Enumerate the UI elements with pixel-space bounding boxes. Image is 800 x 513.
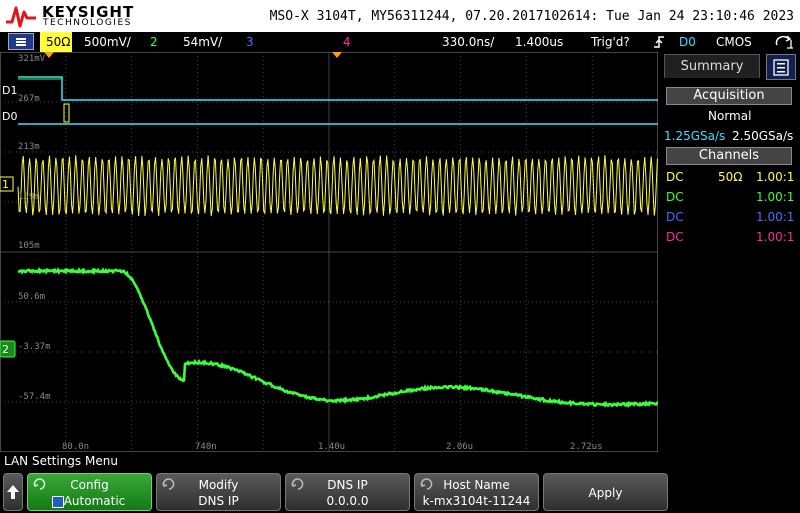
softkey-dns-ip[interactable]: DNS IP 0.0.0.0	[285, 473, 410, 511]
summary-panel: Summary Acquisition Normal 1.25GSa/s 2.5…	[660, 52, 800, 452]
brand-subtitle: TECHNOLOGIES	[43, 18, 132, 28]
ch3-number[interactable]: 3	[246, 35, 254, 49]
ch4-probe: 1.00:1	[756, 230, 794, 244]
y-axis-label: 267m	[18, 94, 40, 104]
acquisition-mode: Normal	[708, 109, 751, 123]
checkbox-icon	[52, 496, 64, 508]
ch1-coupling: DC	[666, 170, 684, 184]
channels-header: Channels	[666, 147, 792, 165]
rotate-display-icon[interactable]	[774, 34, 794, 50]
menu-button[interactable]	[8, 33, 34, 50]
panel-menu-button[interactable]	[766, 54, 796, 80]
softkey-apply-label: Apply	[544, 486, 667, 500]
instrument-info: MSO-X 3104T, MY56311244, 07.20.201710261…	[270, 9, 794, 24]
trigger-source[interactable]: D0	[679, 35, 696, 49]
acquisition-header: Acquisition	[666, 87, 792, 105]
softkey-dns-ip-value: 0.0.0.0	[286, 494, 409, 508]
time-delay[interactable]: 1.400us	[515, 35, 563, 49]
ch4-coupling: DC	[666, 230, 684, 244]
y-axis-label: 321mV	[18, 54, 46, 64]
x-axis-label: 80.0n	[62, 442, 89, 452]
y-axis-label: 213m	[18, 142, 40, 152]
trigger-level[interactable]: CMOS	[716, 35, 752, 49]
ch1-scale[interactable]: 500mV/	[84, 35, 131, 49]
y-axis-label: 50.6m	[18, 292, 45, 302]
softkey-dns-ip-label: DNS IP	[286, 478, 409, 492]
keysight-logo-icon	[4, 2, 38, 28]
y-axis-label: 105m	[18, 241, 40, 251]
ch3-probe: 1.00:1	[756, 210, 794, 224]
softkey-modify-value: DNS IP	[157, 494, 280, 508]
softkey-host-name-label: Host Name	[415, 478, 538, 492]
list-icon	[767, 55, 795, 79]
sample-rate-1: 1.25GSa/s	[664, 129, 725, 143]
waveform-display[interactable]: 321mV 267m 213m 159m 105m 50.6m -3.37m -57.4m 8…	[0, 52, 658, 452]
y-axis-label: -3.37m	[18, 342, 51, 352]
softkey-config-label: Config	[28, 478, 151, 492]
softkey-host-name-value: k-mx3104t-11244	[415, 494, 538, 508]
softkey-config[interactable]: Config Automatic	[27, 473, 152, 511]
arrow-up-icon	[4, 474, 22, 510]
trigger-status: Trig'd?	[591, 35, 630, 49]
tab-summary[interactable]: Summary	[664, 54, 760, 78]
ch2-ground-marker: 2	[2, 343, 9, 356]
ch1-ground-marker: 1	[2, 178, 9, 191]
sample-rate-2: 2.50GSa/s	[732, 129, 793, 143]
y-axis-label: -57.4m	[18, 392, 51, 402]
ch1-impedance[interactable]: 50Ω	[46, 35, 70, 49]
ch1-probe: 1.00:1	[756, 170, 794, 184]
softkey-config-value: Automatic	[28, 494, 151, 508]
ch2-scale[interactable]: 54mV/	[183, 35, 222, 49]
ch4-number[interactable]: 4	[343, 35, 351, 49]
instrument-header: KEYSIGHT TECHNOLOGIES MSO-X 3104T, MY563…	[0, 0, 800, 32]
softkey-modify[interactable]: Modify DNS IP	[156, 473, 281, 511]
menu-title: LAN Settings Menu	[0, 453, 800, 470]
ch3-coupling: DC	[666, 210, 684, 224]
ch1-impedance-summary: 50Ω	[718, 170, 742, 184]
softkey-apply[interactable]: Apply	[543, 473, 668, 511]
x-axis-label: 1.40u	[318, 442, 345, 452]
d0-label: D0	[2, 110, 17, 123]
ch2-probe: 1.00:1	[756, 190, 794, 204]
channel-status-bar: 50Ω 500mV/ 2 54mV/ 3 4 330.0ns/ 1.400us …	[0, 32, 800, 52]
softkey-modify-label: Modify	[157, 478, 280, 492]
back-button[interactable]	[3, 473, 23, 511]
softkey-host-name[interactable]: Host Name k-mx3104t-11244	[414, 473, 539, 511]
y-axis-label: 159m	[18, 192, 40, 202]
x-axis-label: 2.72us	[570, 442, 603, 452]
ch2-coupling: DC	[666, 190, 684, 204]
menu-icon	[9, 34, 33, 49]
x-axis-label: 740n	[195, 442, 217, 452]
softkey-bar: Config Automatic Modify DNS IP DNS IP 0.…	[0, 470, 800, 512]
x-axis-label: 2.06u	[446, 442, 473, 452]
time-scale[interactable]: 330.0ns/	[442, 35, 494, 49]
ch2-number[interactable]: 2	[150, 35, 158, 49]
d1-label: D1	[2, 84, 17, 97]
trigger-edge-icon	[652, 35, 666, 49]
